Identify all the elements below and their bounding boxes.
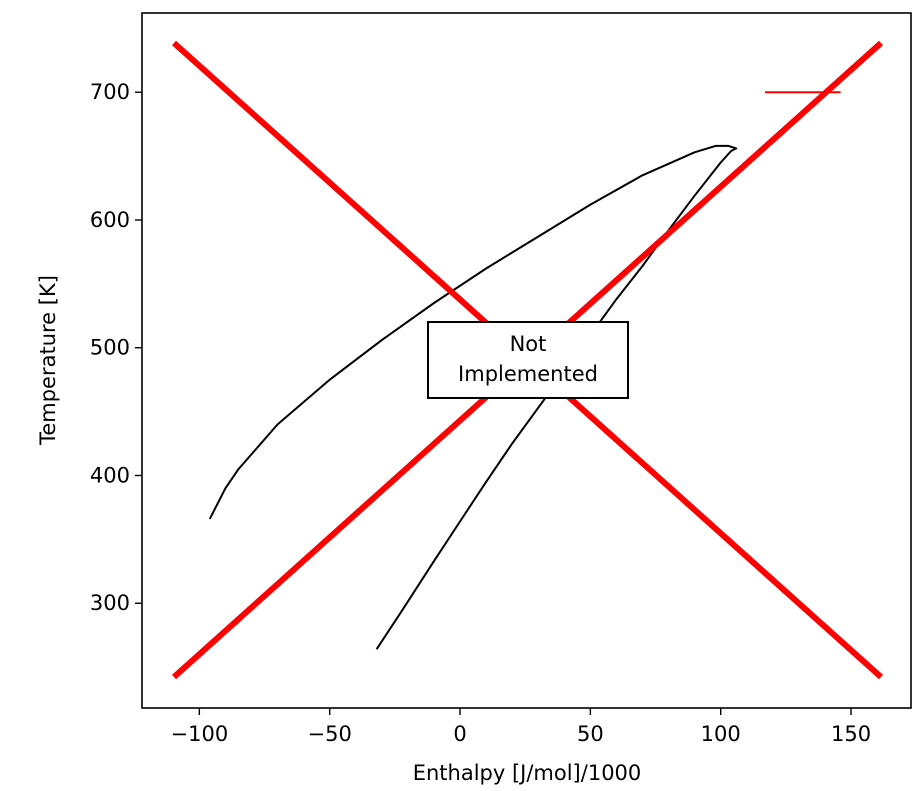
x-tick-label: 150	[831, 722, 871, 746]
y-tick-label: 700	[90, 80, 130, 104]
y-axis: 300 400 500 600 700	[90, 80, 142, 615]
x-tick-label: −100	[171, 722, 229, 746]
y-tick-label: 400	[90, 463, 130, 487]
x-tick-label: 50	[577, 722, 604, 746]
plot-frame	[141, 12, 912, 709]
y-tick-label: 600	[90, 208, 130, 232]
not-implemented-box: Not Implemented	[427, 321, 629, 399]
y-axis-label: Temperature [K]	[36, 275, 60, 446]
series-line-0	[208, 144, 738, 650]
not-implemented-line2: Implemented	[458, 362, 598, 386]
x-tick-label: −50	[308, 722, 352, 746]
not-implemented-frame	[427, 321, 629, 399]
y-tick-label: 300	[90, 591, 130, 615]
x-tick-label: 0	[453, 722, 466, 746]
x-axis: −100 −50 0 50 100 150	[171, 708, 871, 746]
x-axis-label: Enthalpy [J/mol]/1000	[413, 761, 642, 785]
x-tick-label: 100	[701, 722, 741, 746]
y-tick-label: 500	[90, 336, 130, 360]
not-implemented-line1: Not	[510, 332, 547, 356]
